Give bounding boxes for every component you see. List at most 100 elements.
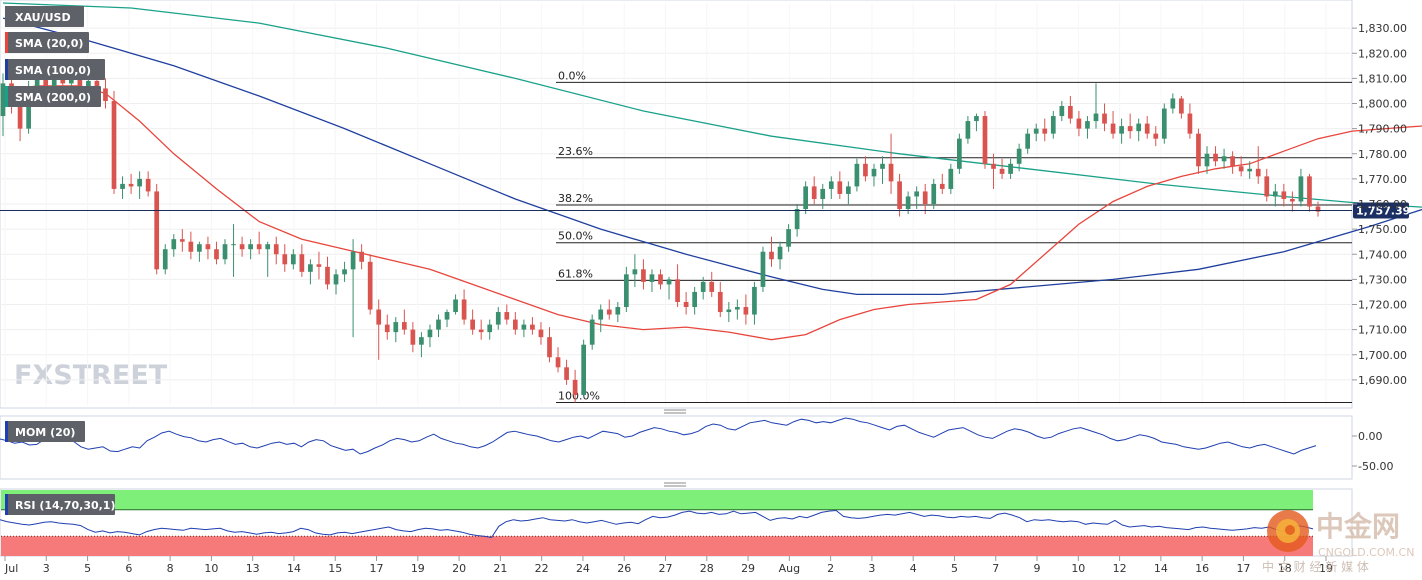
candle [982, 111, 988, 169]
x-tick-label: Aug [779, 562, 800, 575]
candle [1247, 161, 1253, 179]
x-tick-label: 9 [1034, 562, 1041, 575]
candle [1298, 168, 1304, 207]
candle [478, 319, 484, 340]
candle-body [803, 186, 809, 210]
legend-mom-label: MOM (20) [15, 426, 75, 439]
x-tick-label: 21 [493, 562, 507, 575]
candle [393, 317, 399, 343]
current-price-badge [1353, 202, 1409, 219]
y-tick-label: 1,780.00 [1358, 148, 1407, 161]
candle-body [444, 312, 450, 320]
legend-sma-200-bg [5, 86, 101, 107]
candle [530, 317, 535, 335]
candle [1093, 83, 1099, 129]
candle-body [589, 319, 595, 345]
candle-body [461, 299, 467, 320]
candle-body [384, 324, 390, 333]
candle-body [333, 274, 339, 285]
candle-body [197, 244, 202, 252]
mom-panel [0, 415, 1353, 480]
candle-body [649, 274, 655, 282]
x-tick-label: 26 [617, 562, 631, 575]
x-tick-label: 3 [43, 562, 50, 575]
candle [350, 239, 356, 338]
svg-text:CNGOLD.COM.CN: CNGOLD.COM.CN [1318, 546, 1414, 559]
candle [803, 181, 809, 215]
candle [171, 234, 177, 257]
candle-body [1102, 113, 1107, 124]
candle [811, 176, 817, 204]
candle-body [897, 181, 902, 210]
fibonacci-layer: 0.0% 23.6% 38.2% 50.0% 61.8% 100.0% [556, 69, 1352, 403]
candle-body [948, 168, 954, 189]
candle [957, 133, 962, 174]
candle-body [205, 244, 211, 250]
fibonacci-label: 50.0% [558, 230, 593, 243]
candle-body [623, 274, 629, 308]
candle [1076, 111, 1082, 137]
candle-body [666, 279, 672, 285]
candle-body [0, 83, 6, 117]
candle-body [1016, 148, 1022, 164]
candle [453, 294, 458, 315]
legend-sma-200[interactable]: SMA (200,0) [5, 86, 101, 107]
candle [974, 113, 979, 132]
candle [521, 319, 527, 338]
candle [649, 269, 655, 292]
candle [555, 347, 561, 373]
x-tick-label: 15 [328, 562, 342, 575]
x-tick-label: 6 [125, 562, 132, 575]
rsi-layer [0, 490, 1314, 556]
candle [991, 153, 996, 189]
candle-body [1230, 156, 1235, 167]
panel-resize-handle[interactable] [664, 409, 686, 414]
candle-body [1264, 176, 1270, 197]
fxstreet-watermark: FXSTREET [14, 360, 168, 391]
candle-body [1196, 133, 1201, 167]
candle [308, 259, 313, 285]
legend-sma-200-label: SMA (200,0) [15, 91, 91, 104]
momentum-layer: 0.00 -50.00 [0, 417, 1393, 473]
legend-symbol-stripe [5, 6, 8, 27]
candle-body [1315, 206, 1321, 212]
candle [145, 171, 151, 197]
candle-body [26, 88, 31, 129]
candle [239, 236, 245, 257]
legend-rsi[interactable]: RSI (14,70,30,1) [5, 494, 115, 515]
legend-sma-20[interactable]: SMA (20,0) [5, 32, 89, 53]
legend-mom[interactable]: MOM (20) [5, 421, 85, 442]
candle-body [982, 116, 988, 164]
legend-sma-100[interactable]: SMA (100,0) [5, 59, 105, 80]
candle [1144, 116, 1150, 139]
candle-body [128, 183, 134, 187]
candle [922, 183, 928, 215]
y-tick-label: 1,760.00 [1358, 198, 1407, 211]
y-axis: 1,690.00 1,700.00 1,710.00 1,720.00 1,730.00… [1352, 22, 1407, 387]
candle [777, 241, 783, 270]
candle-body [1008, 163, 1013, 174]
candle [1153, 126, 1159, 147]
candle [1102, 103, 1107, 132]
panel-resize-handle[interactable] [664, 482, 686, 487]
x-tick-label: 19 [1319, 562, 1333, 575]
cngold-logo: 中金网 CNGOLD.COM.CN 中 文 财 经 新 媒 体 [1262, 510, 1414, 574]
candle-body [683, 301, 689, 308]
candle-body [1213, 153, 1218, 162]
candle-body [564, 367, 569, 380]
y-tick-label: 1,740.00 [1358, 248, 1407, 261]
candle-body [965, 121, 971, 139]
legend-rsi-stripe [5, 494, 8, 515]
legend-symbol[interactable]: XAU/USD [5, 6, 84, 27]
candle [1068, 95, 1073, 124]
candle-body [658, 274, 663, 285]
candle [495, 307, 501, 330]
x-tick-label: 4 [910, 562, 917, 575]
fibonacci-label: 0.0% [558, 69, 586, 82]
candle [1272, 183, 1278, 207]
candle [111, 90, 117, 194]
candle [461, 289, 467, 325]
candle [1050, 111, 1056, 139]
candle-body [581, 344, 586, 395]
